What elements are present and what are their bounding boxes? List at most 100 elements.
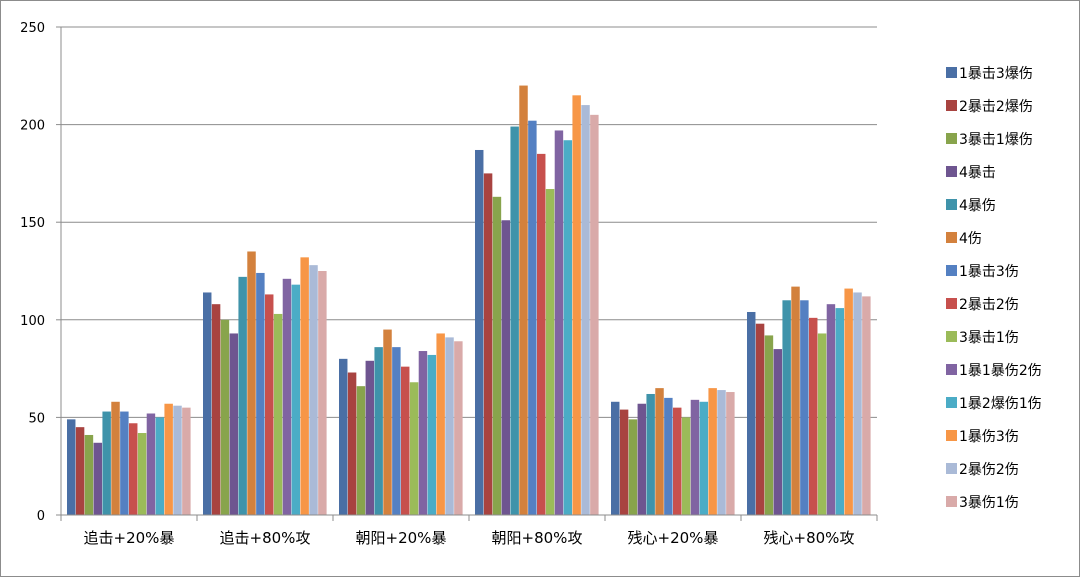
x-tick-label: 追击+80%攻 [220,529,311,547]
bar [339,358,348,515]
bar [611,401,620,515]
legend-swatch [946,331,957,342]
bar [318,271,327,515]
legend-label: 1暴击3爆伤 [959,66,1033,82]
bar [418,351,428,515]
bar [120,411,129,515]
y-tick-label: 0 [37,509,45,524]
bar [93,442,103,515]
legend-label: 3暴伤1伤 [959,495,1019,511]
bar [401,366,410,515]
bar [282,278,292,515]
bar [755,323,765,515]
x-tick-label: 朝阳+20%暴 [356,529,447,547]
bar [220,319,230,515]
bar [528,120,537,515]
bar [690,399,700,515]
bar [356,386,366,515]
bar [247,251,256,516]
legend-label: 4暴伤 [959,198,996,214]
legend-swatch [946,364,957,375]
bar [291,284,301,515]
bar [454,341,463,515]
axes: 0 50 100 150 200 250 追击+20%暴 追击+80%攻 朝阳+20%暴 朝阳+8… [20,21,878,547]
bar [374,347,383,515]
bar [475,149,484,516]
bar [256,272,265,515]
x-tick-label: 朝阳+80%攻 [492,529,583,547]
bar [581,105,590,515]
bar [182,407,191,515]
x-tick-label: 残心+80%攻 [764,529,855,547]
bar [637,403,647,515]
bar [203,292,212,515]
legend-swatch [946,397,957,408]
bar [708,388,717,515]
gridlines [61,26,877,418]
bar [619,409,629,515]
bar [155,417,165,515]
x-tick-label: 追击+20%暴 [84,529,175,547]
bar [137,433,147,515]
legend-swatch [946,430,957,441]
bar [764,335,774,515]
legend-label: 3暴击1伤 [959,330,1019,346]
legend-swatch [946,496,957,507]
legend-swatch [946,463,957,474]
bar [800,300,809,515]
bar [681,417,691,515]
bar [273,313,283,515]
legend-label: 1暴击3伤 [959,264,1019,280]
bar [229,333,239,515]
legend-label: 2暴伤2伤 [959,462,1019,478]
bar [510,126,519,516]
bar [409,382,419,515]
bar [726,392,735,515]
legend: 1暴击3爆伤 2暴击2爆伤 3暴击1爆伤 4暴击 4暴伤 4伤 1暴击3伤 2暴击2伤 3暴击1… [946,66,1042,511]
bar [655,388,664,515]
bar [300,257,309,515]
y-tick-label: 50 [28,411,45,426]
bar [436,333,445,515]
legend-swatch [946,100,957,111]
legend-swatch [946,67,957,78]
bar [129,423,138,515]
y-tick-label: 200 [20,119,45,134]
bar [146,413,156,515]
legend-label: 2暴击2伤 [959,297,1019,313]
bar [427,354,437,515]
legend-label: 1暴伤3伤 [959,429,1019,445]
legend-swatch [946,298,957,309]
bar [844,288,853,515]
bar [791,286,800,515]
bar [699,401,709,515]
bar [492,196,502,515]
bar [773,349,783,515]
bar [572,95,581,515]
legend-label: 2暴击2爆伤 [959,99,1033,115]
bar [537,153,546,515]
bar [782,300,791,515]
bar [717,390,726,515]
legend-label: 4伤 [959,231,982,247]
bar [817,333,827,515]
bar [483,173,493,515]
legend-swatch [946,199,957,210]
legend-swatch [946,166,957,177]
y-tick-label: 250 [20,21,45,36]
bar [111,401,120,515]
y-tick-label: 150 [20,216,45,231]
bar [628,419,638,515]
bar [445,337,454,515]
bar [383,329,392,515]
legend-swatch [946,133,957,144]
bar [84,434,94,515]
legend-label: 1暴2爆伤1伤 [959,396,1042,412]
bar [365,360,375,515]
x-tick-label: 残心+20%暴 [628,529,719,547]
bar [347,372,357,515]
bar [747,311,756,515]
bar [164,403,173,515]
bar [809,317,818,515]
